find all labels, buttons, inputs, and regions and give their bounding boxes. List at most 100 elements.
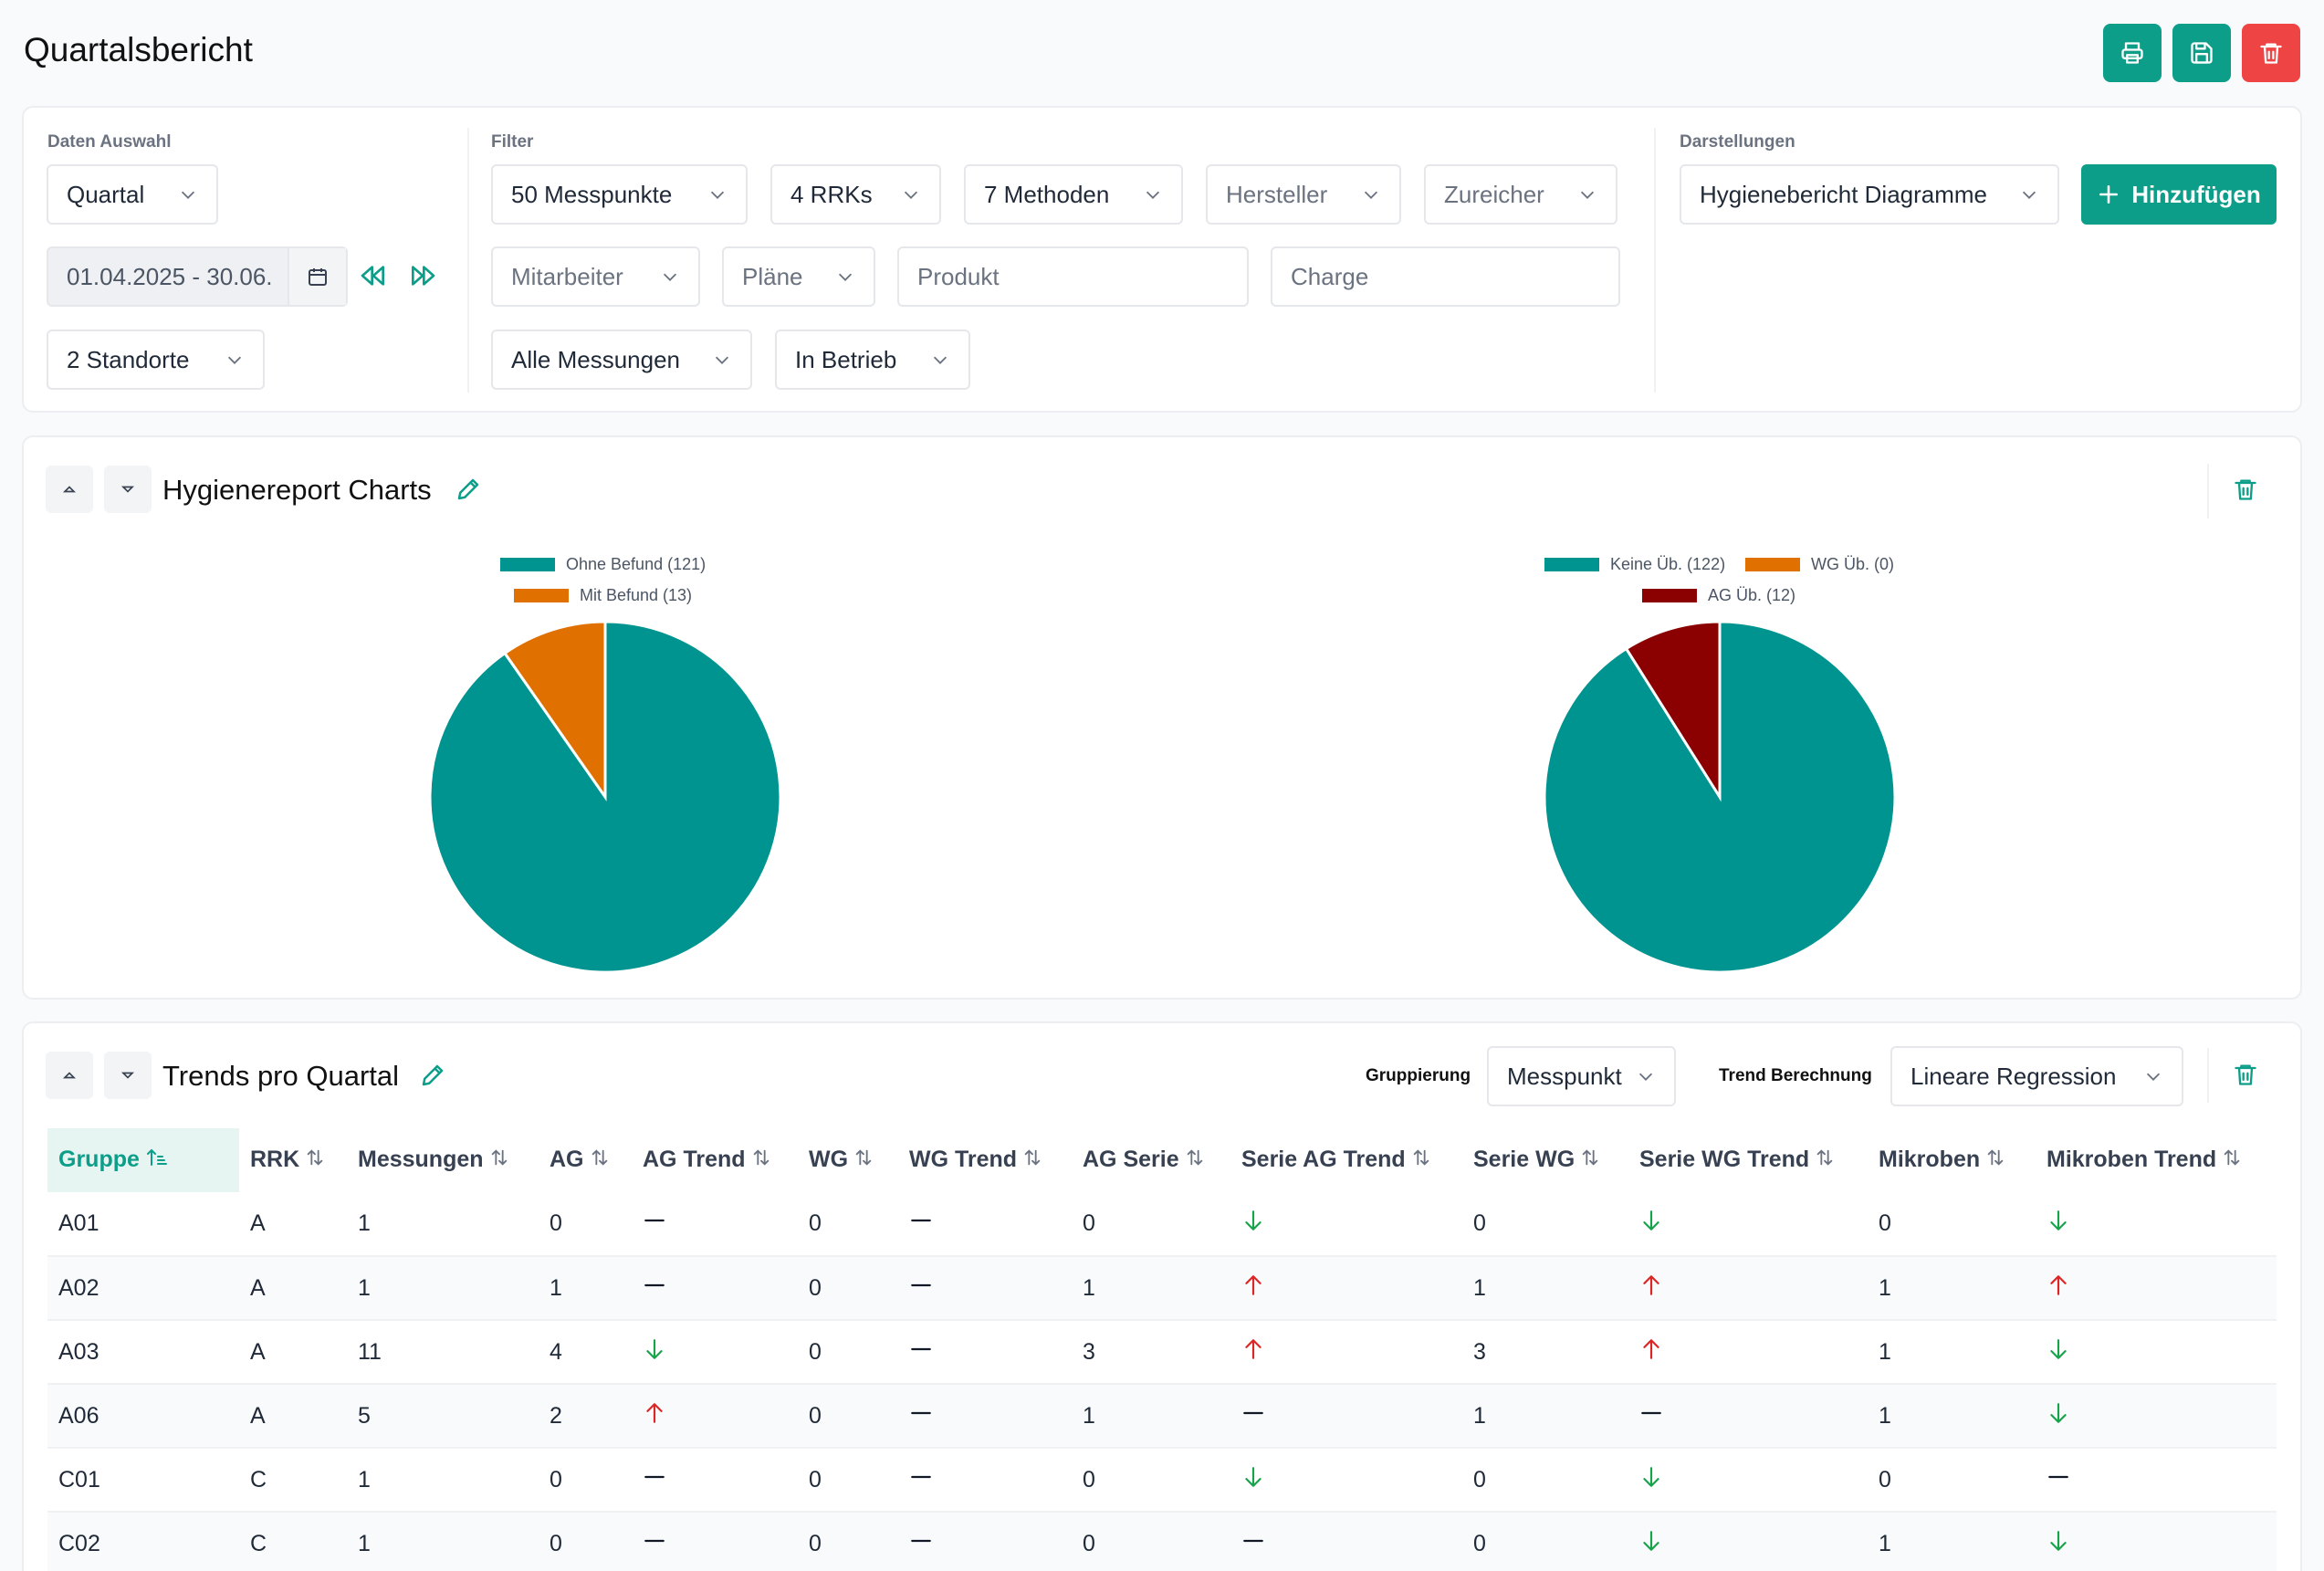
column-header[interactable]: AG Trend	[632, 1128, 798, 1192]
table-row[interactable]: A06 A 5 2 0 1 1 1	[47, 1384, 2277, 1449]
table-row[interactable]: A02 A 1 1 0 1 1 1	[47, 1256, 2277, 1321]
zureicher-select[interactable]: Zureicher	[1424, 164, 1617, 225]
gruppierung-select[interactable]: Messpunkt	[1487, 1046, 1676, 1106]
charge-input[interactable]: Charge	[1271, 246, 1620, 307]
table-cell	[1230, 1512, 1462, 1571]
sort-icon	[2224, 1149, 2240, 1166]
plaene-select[interactable]: Pläne	[722, 246, 875, 307]
chevron-down-icon	[2022, 191, 2036, 199]
delete-button[interactable]	[2242, 24, 2300, 82]
calendar-button[interactable]	[288, 248, 346, 305]
sort-toggle[interactable]	[2222, 1147, 2242, 1174]
mitarbeiter-value: Mitarbeiter	[511, 262, 623, 290]
darstellung-select[interactable]: Hygienebericht Diagramme	[1680, 164, 2059, 225]
column-header[interactable]: WG	[798, 1128, 898, 1192]
sort-toggle[interactable]	[1185, 1147, 1205, 1174]
chevron-down-icon	[715, 356, 729, 364]
column-header[interactable]: AG Serie	[1072, 1128, 1230, 1192]
methoden-select[interactable]: 7 Methoden	[964, 164, 1183, 225]
column-header-label: WG	[809, 1147, 849, 1173]
column-header[interactable]: Serie AG Trend	[1230, 1128, 1462, 1192]
sort-toggle[interactable]	[853, 1147, 874, 1174]
trend-berechnung-select[interactable]: Lineare Regression	[1890, 1046, 2183, 1106]
rrks-select[interactable]: 4 RRKs	[770, 164, 941, 225]
table-cell: 0	[1072, 1192, 1230, 1257]
pie-slice[interactable]	[502, 620, 607, 801]
trend-flat-icon	[911, 1347, 931, 1350]
sort-toggle[interactable]	[305, 1147, 325, 1174]
sort-toggle[interactable]	[1022, 1147, 1042, 1174]
sort-toggle[interactable]	[145, 1147, 167, 1175]
table-cell: 2	[539, 1384, 632, 1449]
mitarbeiter-select[interactable]: Mitarbeiter	[491, 246, 700, 307]
locations-select[interactable]: 2 Standorte	[47, 330, 265, 390]
table-cell: 1	[1462, 1384, 1628, 1449]
sort-toggle[interactable]	[489, 1147, 509, 1174]
column-header[interactable]: Serie WG Trend	[1628, 1128, 1868, 1192]
move-up-button[interactable]	[46, 466, 93, 513]
table-cell: 1	[347, 1256, 539, 1321]
trend-flat-icon	[2048, 1475, 2068, 1478]
sort-ascending-icon	[146, 1148, 167, 1166]
table-cell: 1	[1868, 1256, 2036, 1321]
table-row[interactable]: C01 C 1 0 0 0 0 0	[47, 1448, 2277, 1513]
pie-slice[interactable]	[1624, 620, 1722, 802]
arrow-down-icon	[1245, 1210, 1261, 1231]
table-row[interactable]: A01 A 1 0 0 0 0 0	[47, 1192, 2277, 1257]
column-header-label: Mikroben Trend	[2047, 1147, 2217, 1173]
table-row[interactable]: A03 A 11 4 0 3 3 1	[47, 1320, 2277, 1385]
next-period-button[interactable]	[408, 261, 437, 295]
sort-toggle[interactable]	[1815, 1147, 1835, 1174]
move-down-button[interactable]	[104, 466, 152, 513]
column-header[interactable]: Mikroben Trend	[2036, 1128, 2277, 1192]
sort-icon	[1187, 1149, 1202, 1166]
column-header-label: AG Trend	[643, 1147, 746, 1173]
column-header[interactable]: Gruppe	[47, 1128, 239, 1192]
sort-toggle[interactable]	[751, 1147, 771, 1174]
edit-title-button[interactable]	[419, 1062, 446, 1094]
pie-chart-ueberschreitungen	[1543, 620, 1897, 974]
status-select[interactable]: In Betrieb	[775, 330, 970, 390]
sort-toggle[interactable]	[1580, 1147, 1600, 1174]
move-down-button[interactable]	[104, 1052, 152, 1099]
pie-slice[interactable]	[428, 620, 782, 974]
column-header[interactable]: Serie WG	[1462, 1128, 1628, 1192]
arrow-down-icon	[2050, 1530, 2067, 1551]
sort-toggle[interactable]	[590, 1147, 610, 1174]
delete-card-button[interactable]	[2233, 1062, 2258, 1092]
column-header-label: Mikroben	[1879, 1147, 1981, 1173]
column-header[interactable]: AG	[539, 1128, 632, 1192]
messungen-select[interactable]: Alle Messungen	[491, 330, 752, 390]
delete-card-button[interactable]	[2233, 477, 2258, 507]
table-cell: 0	[798, 1512, 898, 1571]
print-button[interactable]	[2103, 24, 2162, 82]
add-button[interactable]: Hinzufügen	[2081, 164, 2277, 225]
column-header-label: Serie AG Trend	[1241, 1147, 1406, 1173]
trend-flat-icon	[1641, 1411, 1661, 1414]
period-type-select[interactable]: Quartal	[47, 164, 218, 225]
table-cell	[898, 1448, 1072, 1513]
column-header[interactable]: RRK	[239, 1128, 347, 1192]
messpunkte-select[interactable]: 50 Messpunkte	[491, 164, 748, 225]
column-header[interactable]: WG Trend	[898, 1128, 1072, 1192]
table-cell: C	[239, 1512, 347, 1571]
column-header[interactable]: Messungen	[347, 1128, 539, 1192]
previous-period-button[interactable]	[359, 261, 388, 295]
table-row[interactable]: C02 C 1 0 0 0 0 1	[47, 1512, 2277, 1571]
save-button[interactable]	[2172, 24, 2231, 82]
sort-toggle[interactable]	[1985, 1147, 2005, 1174]
table-cell: 1	[1462, 1256, 1628, 1321]
hersteller-select[interactable]: Hersteller	[1206, 164, 1401, 225]
table-cell: 0	[1462, 1448, 1628, 1513]
table-cell	[898, 1192, 1072, 1257]
column-header[interactable]: Mikroben	[1868, 1128, 2036, 1192]
trends-card-title: Trends pro Quartal	[162, 1060, 400, 1092]
move-up-button[interactable]	[46, 1052, 93, 1099]
produkt-input[interactable]: Produkt	[897, 246, 1249, 307]
pencil-icon	[457, 478, 479, 500]
trend-flat-icon	[644, 1539, 665, 1542]
edit-title-button[interactable]	[455, 476, 482, 508]
sort-toggle[interactable]	[1411, 1147, 1431, 1174]
chevron-down-icon	[120, 486, 135, 493]
date-range-field[interactable]: 01.04.2025 - 30.06.	[47, 246, 348, 307]
